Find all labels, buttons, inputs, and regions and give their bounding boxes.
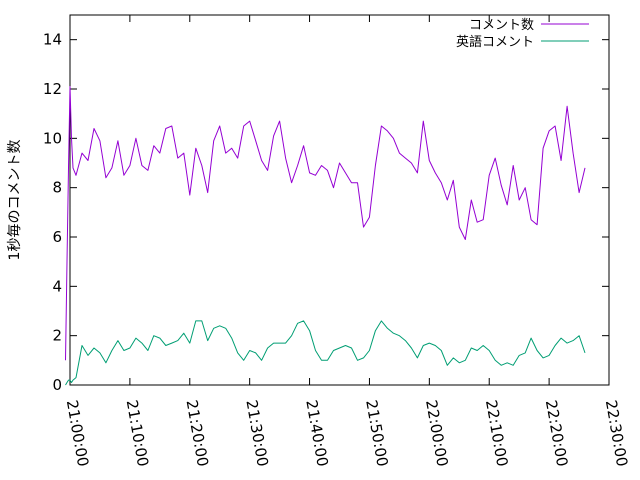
x-tick-label: 21:30:00 bbox=[242, 399, 271, 468]
series-line-0 bbox=[65, 86, 586, 361]
y-axis-label: 1秒毎のコメント数 bbox=[7, 140, 23, 261]
y-tick-label: 4 bbox=[52, 277, 62, 295]
y-tick-label: 12 bbox=[43, 80, 62, 98]
tick-marks bbox=[69, 15, 610, 386]
x-tick-label: 22:00:00 bbox=[422, 399, 451, 468]
x-tick-label: 21:40:00 bbox=[302, 399, 331, 468]
y-tick-label: 0 bbox=[52, 376, 62, 394]
plot-area bbox=[69, 14, 610, 386]
legend: コメント数 英語コメント bbox=[456, 18, 589, 50]
y-tick-label: 8 bbox=[52, 179, 62, 197]
y-tick-label: 10 bbox=[43, 129, 62, 147]
legend-label-comments: コメント数 bbox=[469, 18, 534, 33]
y-tick-labels: 0 2 4 6 8 10 12 14 bbox=[43, 31, 62, 394]
x-tick-label: 21:10:00 bbox=[123, 399, 152, 468]
x-tick-label: 22:20:00 bbox=[542, 399, 571, 468]
x-tick-labels: 21:00:00 21:10:00 21:20:00 21:30:00 21:40:00… bbox=[63, 399, 631, 468]
x-tick-label: 22:30:00 bbox=[602, 399, 631, 468]
series-line-1 bbox=[65, 320, 586, 386]
x-tick-label: 21:20:00 bbox=[183, 399, 212, 468]
x-tick-label: 21:00:00 bbox=[63, 399, 92, 468]
series-lines bbox=[65, 86, 586, 386]
legend-label-english-comments: 英語コメント bbox=[456, 34, 534, 50]
plot-border bbox=[69, 14, 610, 386]
y-tick-label: 2 bbox=[52, 327, 62, 345]
x-tick-label: 21:50:00 bbox=[362, 399, 391, 468]
y-tick-label: 14 bbox=[43, 31, 62, 49]
y-tick-label: 6 bbox=[52, 228, 62, 246]
x-tick-label: 22:10:00 bbox=[482, 399, 511, 468]
